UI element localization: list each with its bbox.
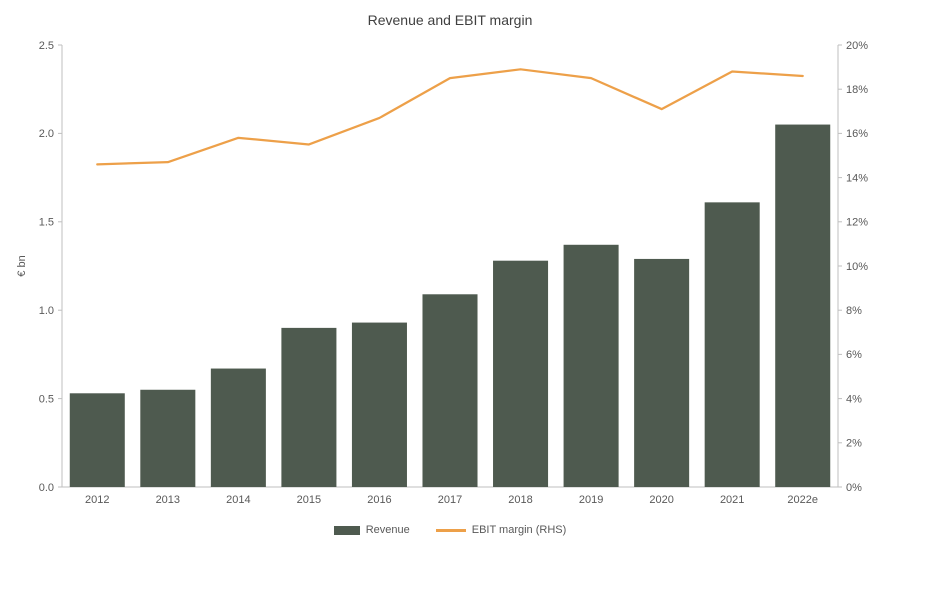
- right-axis-tick-label: 8%: [846, 305, 862, 317]
- ebit-margin-line-swatch: [435, 528, 466, 532]
- x-axis-category-label: 2014: [226, 494, 250, 506]
- ebit-margin-line: [96, 68, 804, 166]
- x-axis-category-label: 2013: [156, 494, 180, 506]
- left-axis-tick-label: 1.0: [39, 305, 54, 317]
- revenue-bar-swatch: [333, 525, 360, 535]
- revenue-bar-2015: [281, 327, 337, 487]
- legend-label-ebit-margin: EBIT margin (RHS): [471, 524, 567, 536]
- x-axis-category-label: 2018: [508, 494, 532, 506]
- revenue-bar-2013: [140, 389, 196, 487]
- revenue-bar-2019: [563, 244, 619, 487]
- left-axis-tick-label: 0.5: [39, 393, 54, 405]
- revenue-bar-2022e: [775, 124, 831, 487]
- left-axis-title: € bn: [16, 255, 28, 276]
- revenue-bar-2020: [634, 258, 690, 487]
- left-axis-tick-label: 0.0: [39, 482, 54, 494]
- x-axis-category-label: 2022e: [787, 494, 818, 506]
- revenue-bar-2018: [493, 260, 549, 487]
- x-axis-category-label: 2021: [720, 494, 744, 506]
- revenue-bar-2017: [422, 294, 478, 487]
- legend: Revenue EBIT margin (RHS): [62, 521, 838, 539]
- right-axis-tick-label: 20%: [846, 40, 868, 52]
- right-axis-tick-label: 16%: [846, 128, 868, 140]
- x-axis-category-label: 2012: [85, 494, 109, 506]
- right-axis-tick-label: 10%: [846, 261, 868, 273]
- right-axis-tick-label: 4%: [846, 393, 862, 405]
- left-axis-tick-label: 2.0: [39, 128, 54, 140]
- x-axis-category-label: 2020: [649, 494, 673, 506]
- legend-item-ebit-margin: EBIT margin (RHS): [435, 524, 567, 536]
- x-axis-category-label: 2017: [438, 494, 462, 506]
- right-axis-tick-label: 18%: [846, 84, 868, 96]
- chart-plot: € bn 0.0 0.5 1.0 1.5 2.0 2.5 0% 2% 4% 6% 8% 10% 12% 1…: [16, 40, 868, 506]
- legend-item-revenue: Revenue: [333, 524, 410, 536]
- right-axis-tick-label: 12%: [846, 217, 868, 229]
- chart-title: Revenue and EBIT margin: [367, 12, 533, 28]
- legend-label-revenue: Revenue: [365, 524, 410, 536]
- left-axis-tick-label: 1.5: [39, 217, 54, 229]
- revenue-bar-2021: [704, 202, 760, 488]
- right-axis-tick-label: 0%: [846, 482, 862, 494]
- x-axis-category-label: 2016: [367, 494, 391, 506]
- right-axis-tick-label: 14%: [846, 172, 868, 184]
- x-axis-category-label: 2015: [297, 494, 321, 506]
- left-axis-tick-label: 2.5: [39, 40, 54, 52]
- revenue-bar-2014: [210, 368, 266, 487]
- right-axis-tick-label: 2%: [846, 438, 862, 450]
- revenue-bar-2012: [69, 393, 125, 487]
- revenue-bar-2016: [351, 322, 407, 487]
- right-axis-tick-label: 6%: [846, 349, 862, 361]
- x-axis-category-label: 2019: [579, 494, 603, 506]
